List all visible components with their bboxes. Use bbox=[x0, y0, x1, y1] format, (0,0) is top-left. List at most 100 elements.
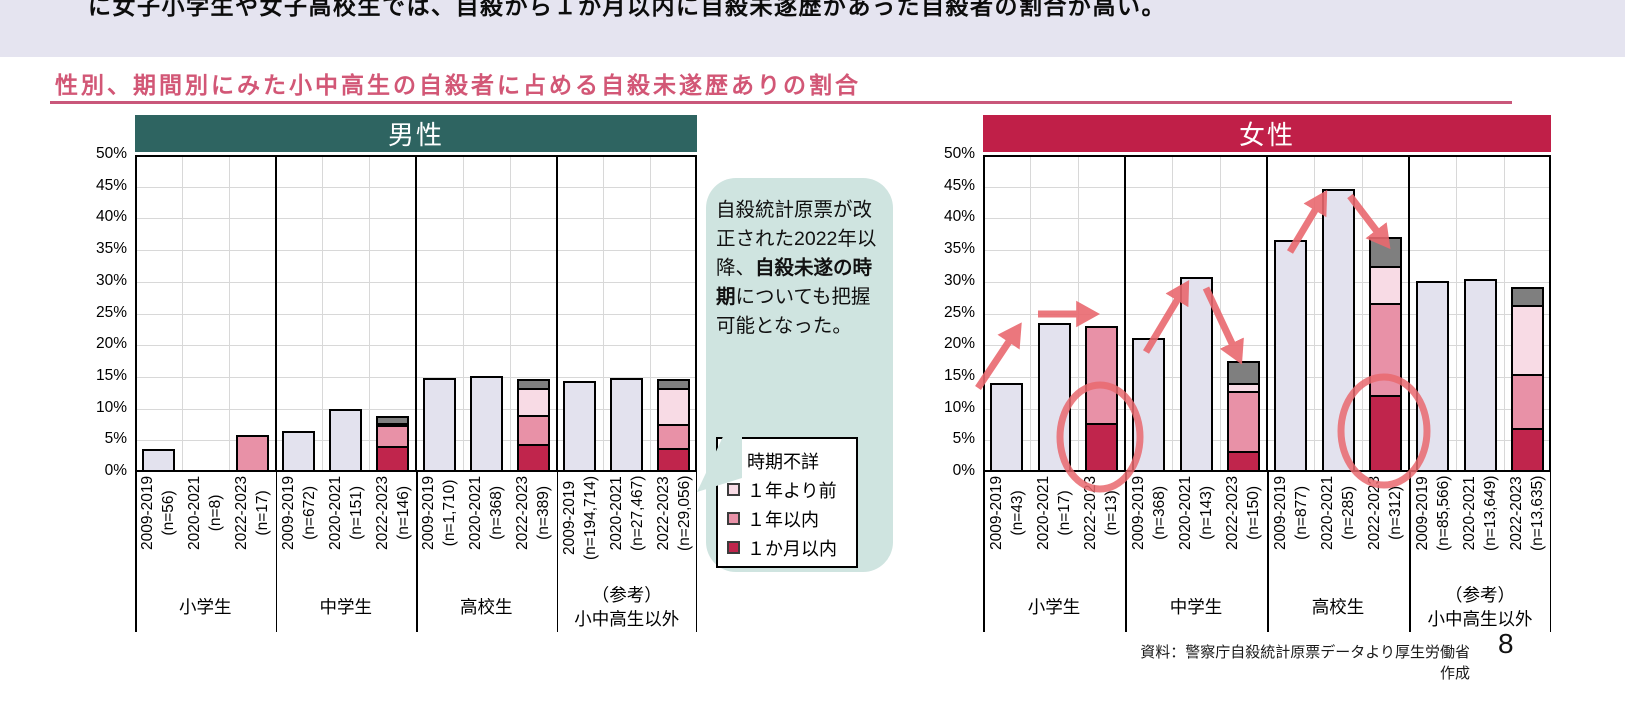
top-banner: に女子小学生や女子高校生では、自殺から１か月以内に自殺未遂歴があった自殺者の割合… bbox=[0, 0, 1625, 57]
bar-label: 2009-2019 (n=43) bbox=[987, 475, 1026, 550]
legend-item: 時期不詳 bbox=[727, 446, 856, 475]
y-tick-label: 45% bbox=[943, 176, 975, 194]
y-tick-label: 35% bbox=[943, 240, 975, 258]
bar-segment-total bbox=[610, 378, 644, 472]
label-area-line bbox=[416, 472, 418, 632]
group-divider bbox=[1408, 155, 1410, 472]
bar-segment-total bbox=[282, 431, 316, 472]
legend-label: 時期不詳 bbox=[747, 451, 819, 472]
y-tick-label: 10% bbox=[943, 398, 975, 416]
bar-label: 2020-2021 (n=17) bbox=[1035, 475, 1073, 550]
bar-segment-y1plus bbox=[1368, 265, 1402, 303]
bar-label: 2009-2019 (n=85,566) bbox=[1413, 475, 1452, 551]
grid-line-v bbox=[322, 155, 324, 472]
legend-item: １年以内 bbox=[727, 504, 856, 533]
bar-label: 2009-2019 (n=368) bbox=[1129, 475, 1168, 550]
y-tick-label: 25% bbox=[943, 303, 975, 321]
grid-line-v bbox=[650, 155, 652, 472]
y-tick-label: 0% bbox=[952, 462, 975, 479]
y-tick-label: 40% bbox=[95, 208, 127, 226]
y-tick-label: 5% bbox=[952, 430, 975, 448]
page-number: 8 bbox=[1498, 628, 1514, 659]
label-area-line bbox=[1267, 472, 1269, 632]
label-area-line bbox=[1409, 472, 1411, 632]
bar-segment-unknown bbox=[516, 379, 550, 389]
bar-label: 2009-2019 (n=877) bbox=[1271, 475, 1310, 550]
bar-segment-m1 bbox=[516, 444, 550, 472]
legend-item: １年より前 bbox=[727, 475, 856, 504]
legend-swatch-y1plus bbox=[727, 483, 740, 496]
callout-text-post: についても把握可能となった。 bbox=[716, 286, 871, 337]
source-text: 資料：警察庁自殺統計原票データより厚生労働省作成 bbox=[1140, 644, 1470, 682]
grid-line-v bbox=[1172, 155, 1174, 472]
label-area-line bbox=[556, 472, 558, 632]
y-tick-label: 15% bbox=[943, 366, 975, 384]
callout-text: 自殺統計原票が改正された2022年以降、自殺未遂の時期についても把握可能となった… bbox=[716, 196, 878, 341]
bar-segment-total bbox=[563, 380, 597, 472]
callout-text-pre: 自殺統計原票が改正された2022年以降、 bbox=[716, 199, 877, 279]
group-divider bbox=[274, 155, 277, 472]
bar-segment-total bbox=[1037, 323, 1071, 472]
bar-segment-total bbox=[329, 409, 363, 472]
category-label: 中学生 bbox=[1169, 597, 1223, 617]
bar-segment-m1 bbox=[1368, 394, 1402, 472]
bar-segment-y1 bbox=[516, 414, 550, 445]
bar-label: 2022-2023 (n=13,635) bbox=[1508, 475, 1547, 551]
y-tick-label: 50% bbox=[943, 145, 975, 162]
label-area-line bbox=[1549, 472, 1551, 632]
bar-segment-y1 bbox=[1084, 325, 1118, 424]
bar-segment-unknown bbox=[1368, 237, 1402, 266]
legend-label: １か月以内 bbox=[747, 538, 837, 559]
grid-line-v bbox=[462, 155, 464, 472]
bar-segment-y1plus bbox=[1510, 305, 1544, 374]
label-area-line bbox=[695, 472, 697, 632]
bar-segment-m1 bbox=[376, 446, 410, 472]
bar-segment-total bbox=[1463, 278, 1497, 472]
y-tick-label: 0% bbox=[104, 462, 127, 479]
bar-segment-unknown bbox=[657, 379, 691, 388]
y-tick-label: 35% bbox=[95, 240, 127, 258]
y-tick-label: 50% bbox=[95, 145, 127, 162]
grid-line-v bbox=[1314, 155, 1316, 472]
category-label: 小学生 bbox=[179, 597, 232, 617]
label-area-line bbox=[983, 472, 985, 632]
bar-segment-m1 bbox=[1084, 423, 1118, 472]
bar-segment-y1plus bbox=[376, 422, 410, 426]
grid-line-v bbox=[509, 155, 511, 472]
grid-line-v bbox=[1361, 155, 1363, 472]
bar-segment-total bbox=[469, 375, 503, 472]
bar-segment-y1 bbox=[657, 424, 691, 448]
bar-label: 2020-2021 (n=285) bbox=[1319, 475, 1357, 550]
bar-segment-y1 bbox=[376, 425, 410, 446]
category-label: 高校生 bbox=[1311, 597, 1365, 617]
female-chart-header: 女性 bbox=[983, 115, 1551, 152]
bar-segment-y1 bbox=[1368, 302, 1402, 395]
grid-line-v bbox=[1030, 155, 1032, 472]
bar-segment-total bbox=[1321, 189, 1355, 472]
grid-line-v bbox=[1456, 155, 1458, 472]
label-area-line bbox=[135, 472, 137, 632]
y-tick-label: 30% bbox=[95, 271, 127, 289]
y-tick-label: 40% bbox=[943, 208, 975, 226]
male-chart-header: 男性 bbox=[135, 115, 697, 152]
bar-segment-y1plus bbox=[1226, 383, 1260, 392]
bar-label: 2020-2021 (n=143) bbox=[1177, 475, 1215, 550]
group-divider bbox=[1266, 155, 1268, 472]
bar-segment-m1 bbox=[1226, 451, 1260, 472]
callout-text-bold: 自殺未遂の時期 bbox=[716, 257, 873, 308]
bar-segment-y1plus bbox=[516, 388, 550, 415]
bar-label: 2022-2023 (n=150) bbox=[1224, 475, 1263, 550]
label-area-line bbox=[275, 472, 277, 632]
y-tick-label: 25% bbox=[95, 303, 127, 321]
bar-segment-unknown bbox=[376, 415, 410, 423]
bar-label: 2020-2021 (n=13,649) bbox=[1461, 475, 1499, 551]
bar-segment-m1 bbox=[1510, 428, 1544, 472]
bar-segment-total bbox=[1179, 276, 1213, 472]
grid-line-v bbox=[181, 155, 183, 472]
label-area-line bbox=[1125, 472, 1127, 632]
grid-line-v bbox=[1503, 155, 1505, 472]
legend-swatch-unknown bbox=[727, 454, 740, 467]
bar-segment-total bbox=[1132, 338, 1166, 472]
y-tick-label: 30% bbox=[943, 271, 975, 289]
